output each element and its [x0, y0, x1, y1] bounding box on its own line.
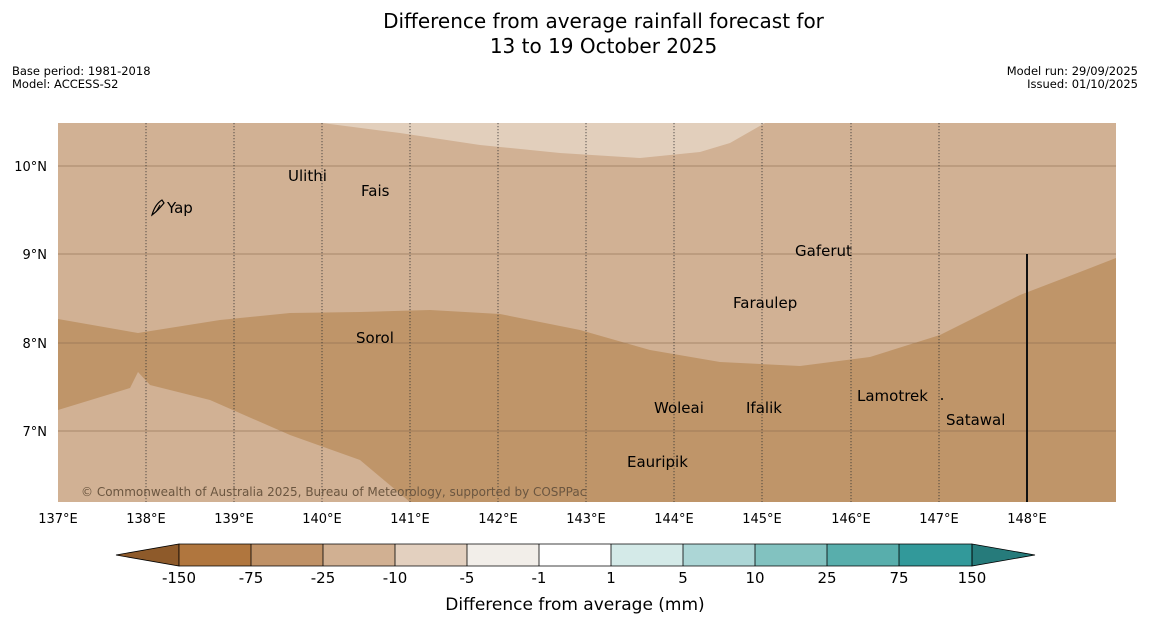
place-ifalik: Ifalik — [746, 399, 782, 417]
lat-labels: 10°N 9°N 8°N 7°N — [14, 160, 47, 440]
lon-label-137e: 137°E — [38, 512, 78, 527]
lon-label-144e: 144°E — [654, 512, 694, 527]
colorbar-bin-11 — [899, 544, 972, 566]
lat-label-10n: 10°N — [14, 160, 47, 175]
lat-label-8n: 8°N — [23, 337, 48, 352]
colorbar-title: Difference from average (mm) — [445, 595, 704, 615]
map-title: Difference from average rainfall forecas… — [0, 9, 1150, 59]
place-fais: Fais — [361, 182, 390, 200]
cb-tick-11: 75 — [889, 569, 908, 587]
place-satawal: Satawal — [946, 411, 1005, 429]
region-light — [322, 123, 765, 158]
meta-left: Base period: 1981-2018 Model: ACCESS-S2 — [12, 65, 151, 91]
lon-label-145e: 145°E — [742, 512, 782, 527]
lon-label-139e: 139°E — [214, 512, 254, 527]
colorbar: -150 -75 -25 -10 -5 -1 1 5 10 25 75 150 … — [115, 543, 1036, 615]
lon-label-148e: 148°E — [1007, 512, 1047, 527]
copyright-text: © Commonwealth of Australia 2025, Bureau… — [81, 485, 586, 499]
colorbar-bin-6 — [539, 544, 611, 566]
lon-label-147e: 147°E — [919, 512, 959, 527]
colorbar-bin-7 — [611, 544, 683, 566]
cb-tick-6: -1 — [532, 569, 547, 587]
cb-tick-7: 1 — [606, 569, 616, 587]
lon-label-140e: 140°E — [302, 512, 342, 527]
place-eauripik: Eauripik — [627, 453, 688, 471]
colorbar-bin-5 — [467, 544, 539, 566]
colorbar-bin-3 — [323, 544, 395, 566]
cb-tick-12: 150 — [958, 569, 987, 587]
issued-text: Issued: 01/10/2025 — [1027, 77, 1138, 91]
colorbar-bin-4 — [395, 544, 467, 566]
lon-label-138e: 138°E — [126, 512, 166, 527]
meta-right: Model run: 29/09/2025 Issued: 01/10/2025 — [1007, 65, 1138, 91]
colorbar-bin-9 — [755, 544, 827, 566]
colorbar-bin-8 — [683, 544, 755, 566]
cb-tick-8: 5 — [678, 569, 688, 587]
cb-tick-2: -75 — [239, 569, 264, 587]
base-period-text: Base period: 1981-2018 — [12, 64, 151, 78]
place-yap: Yap — [166, 199, 193, 217]
cb-tick-1: -150 — [162, 569, 196, 587]
yap-island-shape — [150, 199, 165, 217]
title-line-1: Difference from average rainfall forecas… — [383, 9, 824, 33]
place-gaferut: Gaferut — [795, 242, 852, 260]
lat-label-7n: 7°N — [23, 425, 48, 440]
place-faraulep: Faraulep — [733, 294, 797, 312]
lon-label-146e: 146°E — [831, 512, 871, 527]
map-area: Yap Ulithi Fais Gaferut Faraulep Sorol L… — [58, 123, 1116, 502]
place-ulithi: Ulithi — [288, 167, 327, 185]
lon-label-143e: 143°E — [566, 512, 606, 527]
cb-tick-9: 10 — [745, 569, 764, 587]
colorbar-extend-low — [115, 543, 180, 567]
colorbar-dividers — [178, 543, 973, 567]
place-lamotrek: Lamotrek — [857, 387, 928, 405]
lon-gridlines — [145, 123, 940, 502]
cb-tick-10: 25 — [817, 569, 836, 587]
colorbar-bin-10 — [827, 544, 899, 566]
lat-label-9n: 9°N — [23, 248, 48, 263]
cb-tick-3: -25 — [311, 569, 336, 587]
island-dot — [941, 398, 943, 400]
place-sorol: Sorol — [356, 329, 394, 347]
yap-island-detail — [155, 204, 161, 213]
colorbar-bin-1 — [179, 544, 251, 566]
colorbar-bin-2 — [251, 544, 323, 566]
region-dark — [58, 258, 1116, 502]
place-woleai: Woleai — [654, 399, 704, 417]
title-line-2: 13 to 19 October 2025 — [489, 34, 718, 58]
lon-label-141e: 141°E — [390, 512, 430, 527]
model-run-text: Model run: 29/09/2025 — [1006, 64, 1138, 78]
cb-tick-4: -10 — [383, 569, 408, 587]
model-text: Model: ACCESS-S2 — [12, 77, 119, 91]
lon-label-142e: 142°E — [478, 512, 518, 527]
cb-tick-5: -5 — [460, 569, 475, 587]
colorbar-extend-high — [971, 543, 1036, 567]
lon-labels: 137°E 138°E 139°E 140°E 141°E 142°E 143°… — [38, 512, 1047, 527]
colorbar-tick-labels: -150 -75 -25 -10 -5 -1 1 5 10 25 75 150 — [162, 569, 986, 587]
